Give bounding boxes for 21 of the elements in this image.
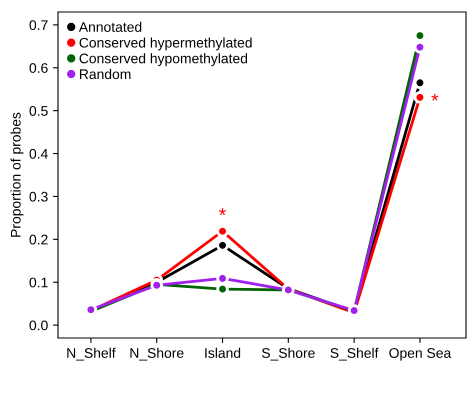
legend-label: Random (80, 68, 130, 80)
y-tick-label: 0.6 (30, 63, 48, 73)
legend-label: Conserved hypomethylated (80, 53, 248, 66)
x-tick-label: Open Sea (389, 348, 452, 361)
y-tick-label: 0.4 (30, 148, 48, 159)
y-tick-label: 0.7 (30, 20, 48, 30)
legend-label: Conserved hypermethylated (80, 37, 252, 50)
y-tick-label: 0.2 (30, 234, 48, 245)
annotation: * (219, 208, 226, 216)
x-tick-label: N_Shelf (67, 348, 116, 361)
y-tick-label: 0.1 (30, 278, 48, 288)
y-axis-title: Proportion of probes (10, 112, 24, 237)
x-tick-label: S_Shore (262, 348, 315, 361)
y-tick-label: 0.3 (30, 192, 48, 202)
x-tick-label: N_Shore (130, 348, 184, 361)
x-tick-label: Island (205, 348, 240, 358)
y-tick-label: 0.0 (30, 320, 48, 330)
annotation: * (431, 94, 438, 101)
legend-label: Annotated (78, 22, 142, 32)
y-tick-label: 0.5 (30, 106, 48, 116)
x-tick-label: S_Shelf (330, 348, 378, 361)
